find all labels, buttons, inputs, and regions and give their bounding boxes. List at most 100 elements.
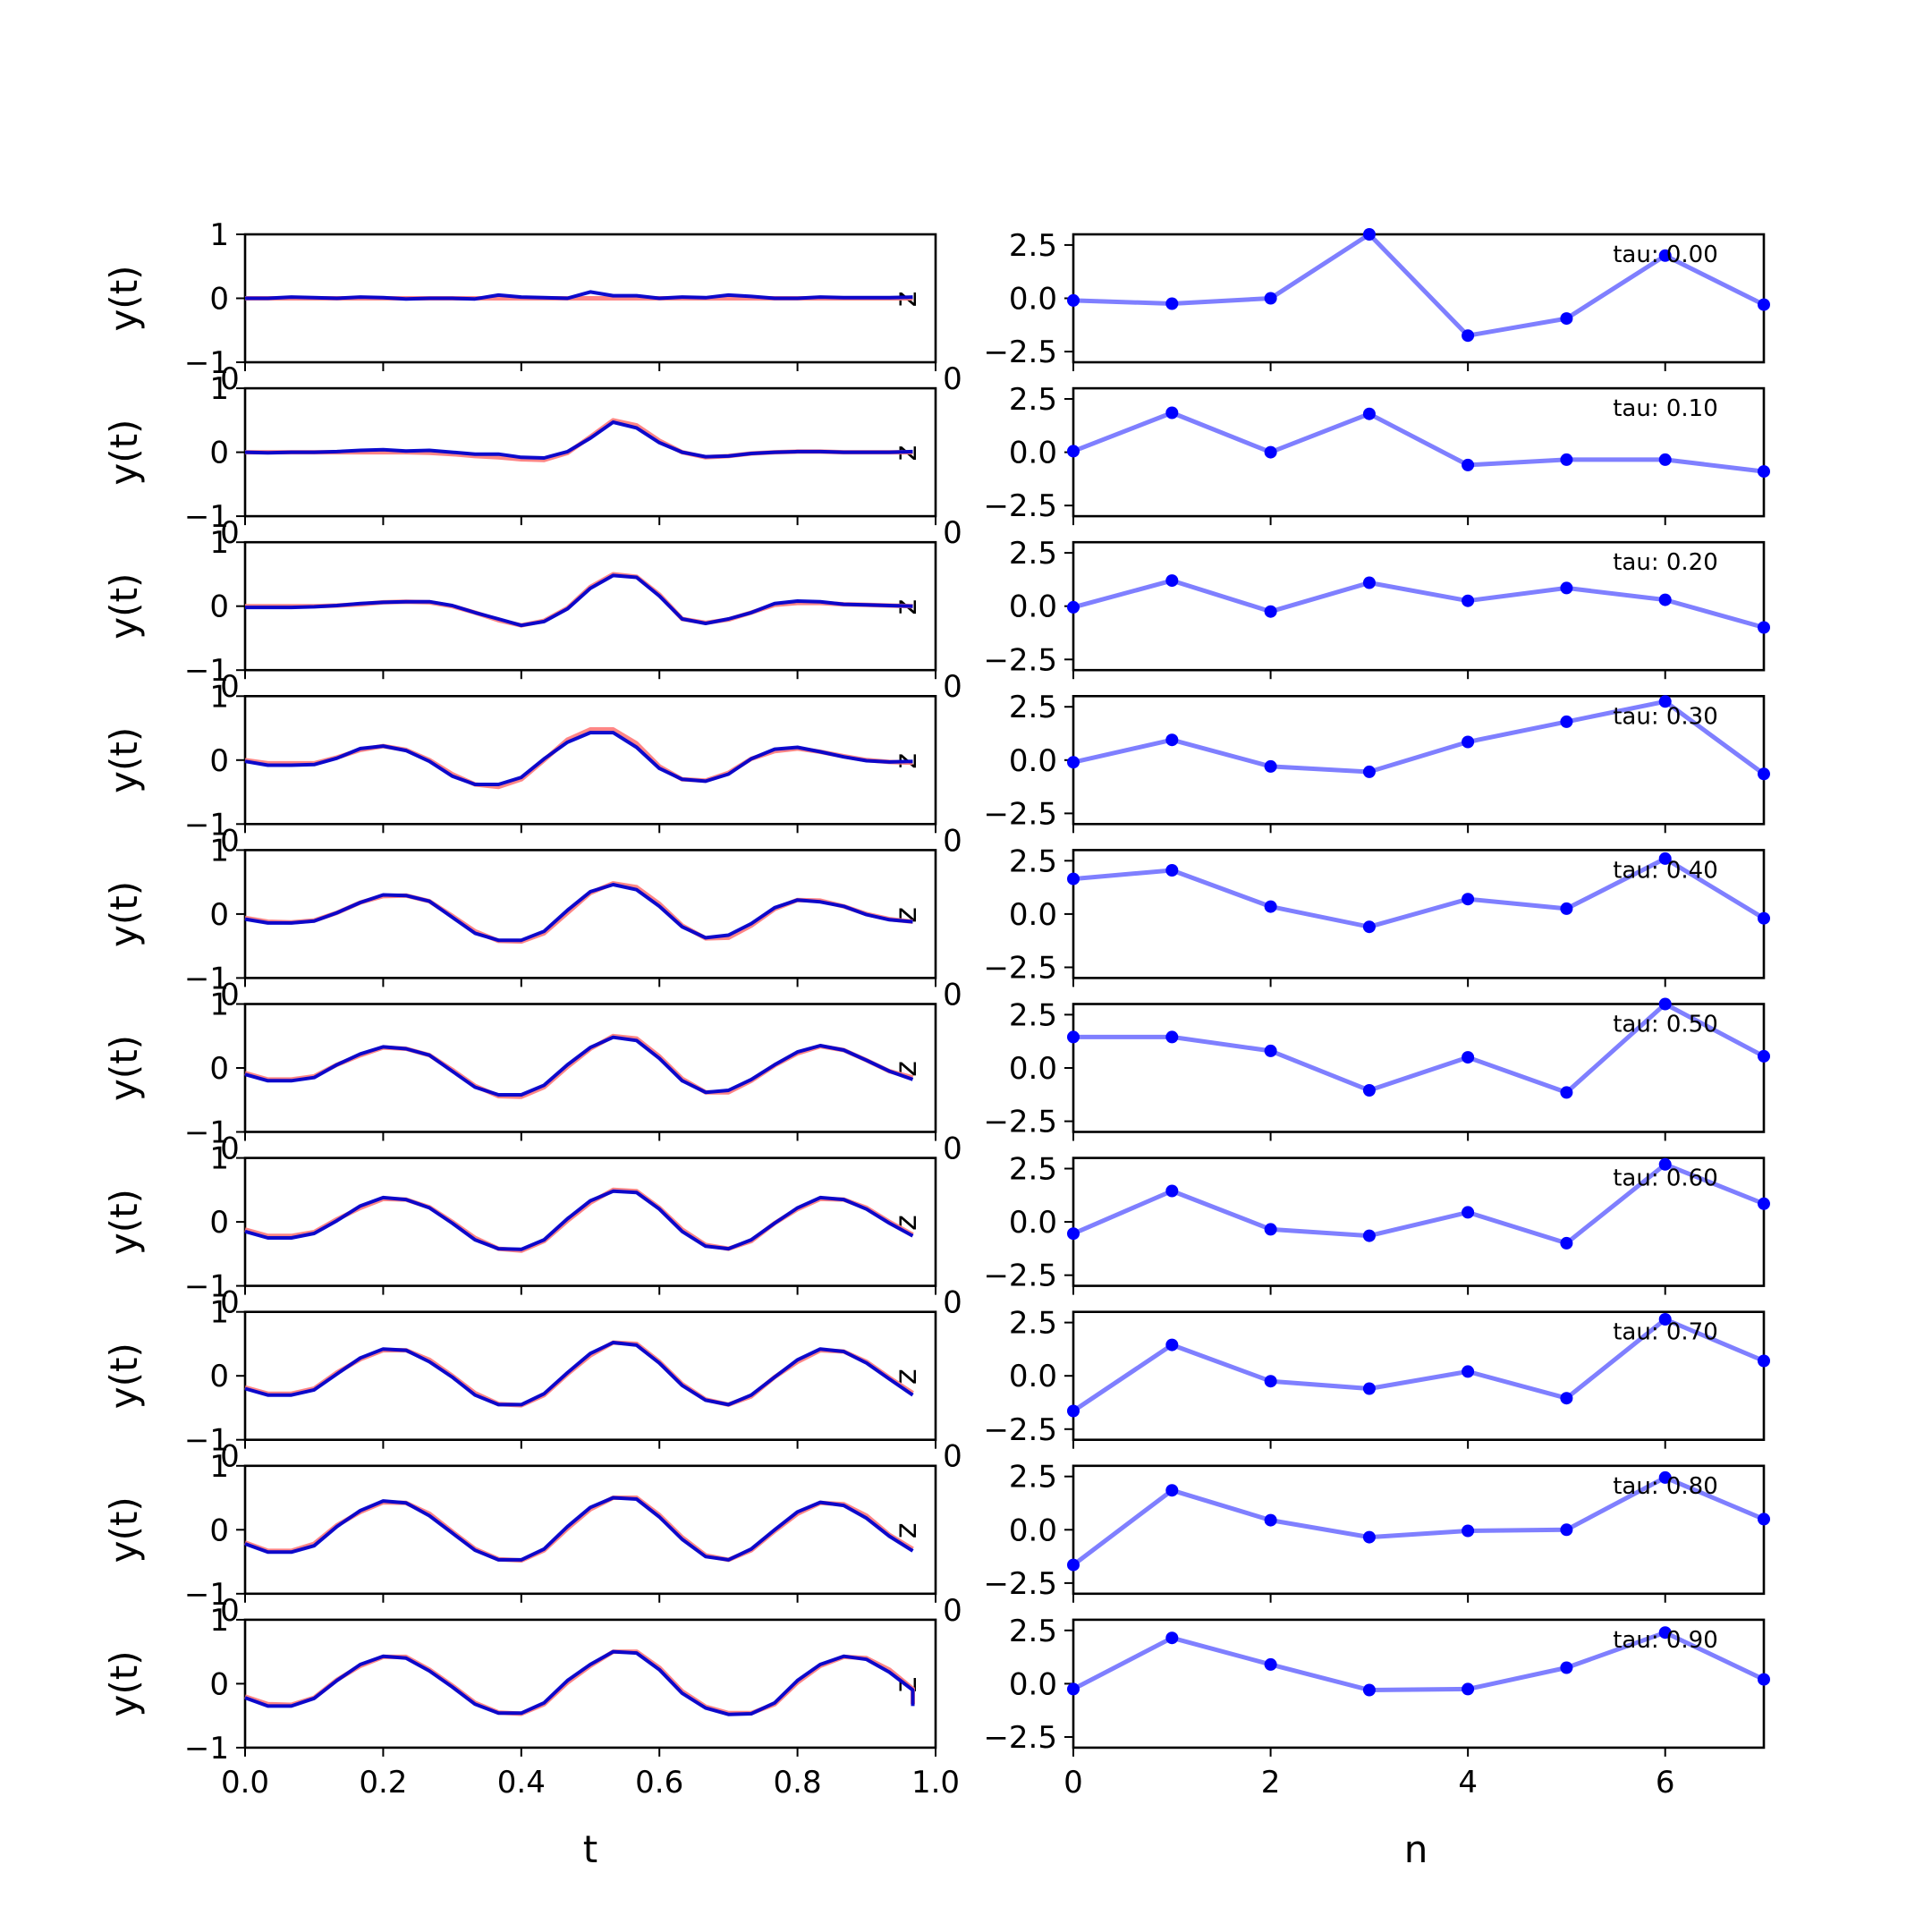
left-ytick-label: −1 [184,1423,229,1459]
left-ytick-label: 0 [209,743,229,779]
right-ytick-label: 2.5 [1009,536,1057,572]
left-ytick-label: 0 [209,1051,229,1087]
latent-point [1264,1375,1277,1388]
left-ytick-label: −1 [184,1577,229,1613]
model-series-line [244,883,913,943]
left-overflow-tick-label: 0 [220,515,240,551]
left-ylabel: y(t) [102,1035,146,1101]
left-ylabel: y(t) [102,1343,146,1409]
latent-point [1067,1682,1080,1696]
left-overflow-tick-label: 0 [220,823,240,859]
left-panel-3: 10−1y(t)0 0z [102,679,962,859]
latent-point [1758,911,1770,925]
latent-point [1758,465,1770,479]
latent-series-line [1072,699,1766,776]
left-panel-5: 10−1y(t)0 0z [102,987,962,1167]
right-panel-3: 2.5 0.0 −2.5 tau: 0.30 [983,690,1770,834]
latent-point [1165,1030,1179,1044]
left-overflow-tick-label: 0 [220,361,240,397]
right-ytick-label: 0.0 [1009,282,1057,318]
latent-point [1067,1227,1080,1241]
tau-label: tau: 0.30 [1613,703,1718,730]
latent-series-line [1072,1630,1766,1692]
left-ytick-label: −1 [184,345,229,381]
latent-point [1362,407,1376,420]
right-ytick-label: −2.5 [983,1566,1057,1602]
right-ytick-label: −2.5 [983,950,1057,986]
latent-point [1362,920,1376,934]
latent-point [1658,852,1672,865]
latent-point [1165,733,1179,747]
right-ytick-label: 0.0 [1009,436,1057,471]
right-ytick-label: 2.5 [1009,1460,1057,1496]
model-series-line [244,1189,914,1251]
latent-point [1264,1513,1277,1527]
right-ytick-label: 0.0 [1009,1513,1057,1548]
model-series-line [244,1035,914,1097]
latent-point [1758,1049,1770,1063]
latent-point [1560,581,1573,595]
right-overflow-tick-label: 0 [943,1593,962,1629]
right-panel-7: 2.5 0.0 −2.5 tau: 0.70 [983,1306,1770,1449]
left-ytick-label: 1 [209,525,229,561]
latent-point [1462,1365,1475,1378]
latent-point [1165,1631,1179,1645]
latent-point [1758,1197,1770,1210]
right-overflow-tick-label: 0 [943,515,962,551]
left-z-marker: z [888,1522,924,1538]
latent-point [1658,1626,1672,1640]
left-ylabel: y(t) [102,419,146,486]
left-overflow-tick-label: 0 [220,669,240,705]
latent-series-line [1072,578,1765,630]
model-series-line [244,731,913,786]
latent-point [1560,453,1573,466]
left-panel-1: 10−1y(t)0 0z [102,371,962,551]
model-series-line [244,420,913,460]
right-panel-6: 2.5 0.0 −2.5 tau: 0.60 [983,1152,1770,1295]
latent-point [1462,329,1475,343]
latent-point [1264,900,1277,913]
left-ytick-label: 1 [209,1449,229,1485]
left-ylabel: y(t) [102,1189,146,1255]
latent-point [1362,765,1376,778]
latent-point [1264,445,1277,459]
right-ytick-label: −2.5 [983,1412,1057,1448]
left-xtick-label: 0.2 [359,1765,407,1801]
latent-series-line [1072,1475,1765,1567]
latent-point [1462,594,1475,607]
latent-series-line [1072,1317,1765,1413]
latent-point [1067,445,1080,458]
latent-point [1758,1673,1770,1686]
latent-point [1658,695,1672,708]
right-panel-5: 2.5 0.0 −2.5 tau: 0.50 [983,997,1770,1141]
tau-label: tau: 0.60 [1613,1165,1718,1192]
left-panel-0: 10−1y(t)0 0z [102,217,962,397]
left-ytick-label: 0 [209,1359,229,1394]
latent-point [1067,756,1080,769]
latent-series-line [1072,1162,1765,1246]
latent-point [1264,1657,1277,1671]
left-ytick-label: 1 [209,833,229,869]
tau-label: tau: 0.20 [1613,549,1718,576]
left-ylabel: y(t) [102,1496,146,1563]
latent-point [1165,297,1179,310]
latent-point [1462,1206,1475,1219]
latent-series-line [1072,856,1766,929]
right-overflow-tick-label: 0 [943,1439,962,1475]
latent-point [1362,1530,1376,1544]
latent-point [1462,1524,1475,1538]
right-ytick-label: 0.0 [1009,1205,1057,1241]
left-panel-8: 10−1y(t)0 0z [102,1449,962,1629]
latent-point [1560,1236,1573,1250]
latent-point [1658,1470,1672,1484]
left-ytick-label: −1 [184,1115,229,1151]
left-ytick-label: 1 [209,217,229,253]
latent-point [1165,406,1179,419]
tau-label: tau: 0.70 [1613,1319,1718,1346]
latent-point [1264,292,1277,305]
tau-label: tau: 0.80 [1613,1473,1718,1500]
latent-point [1462,1051,1475,1064]
right-overflow-tick-label: 0 [943,823,962,859]
